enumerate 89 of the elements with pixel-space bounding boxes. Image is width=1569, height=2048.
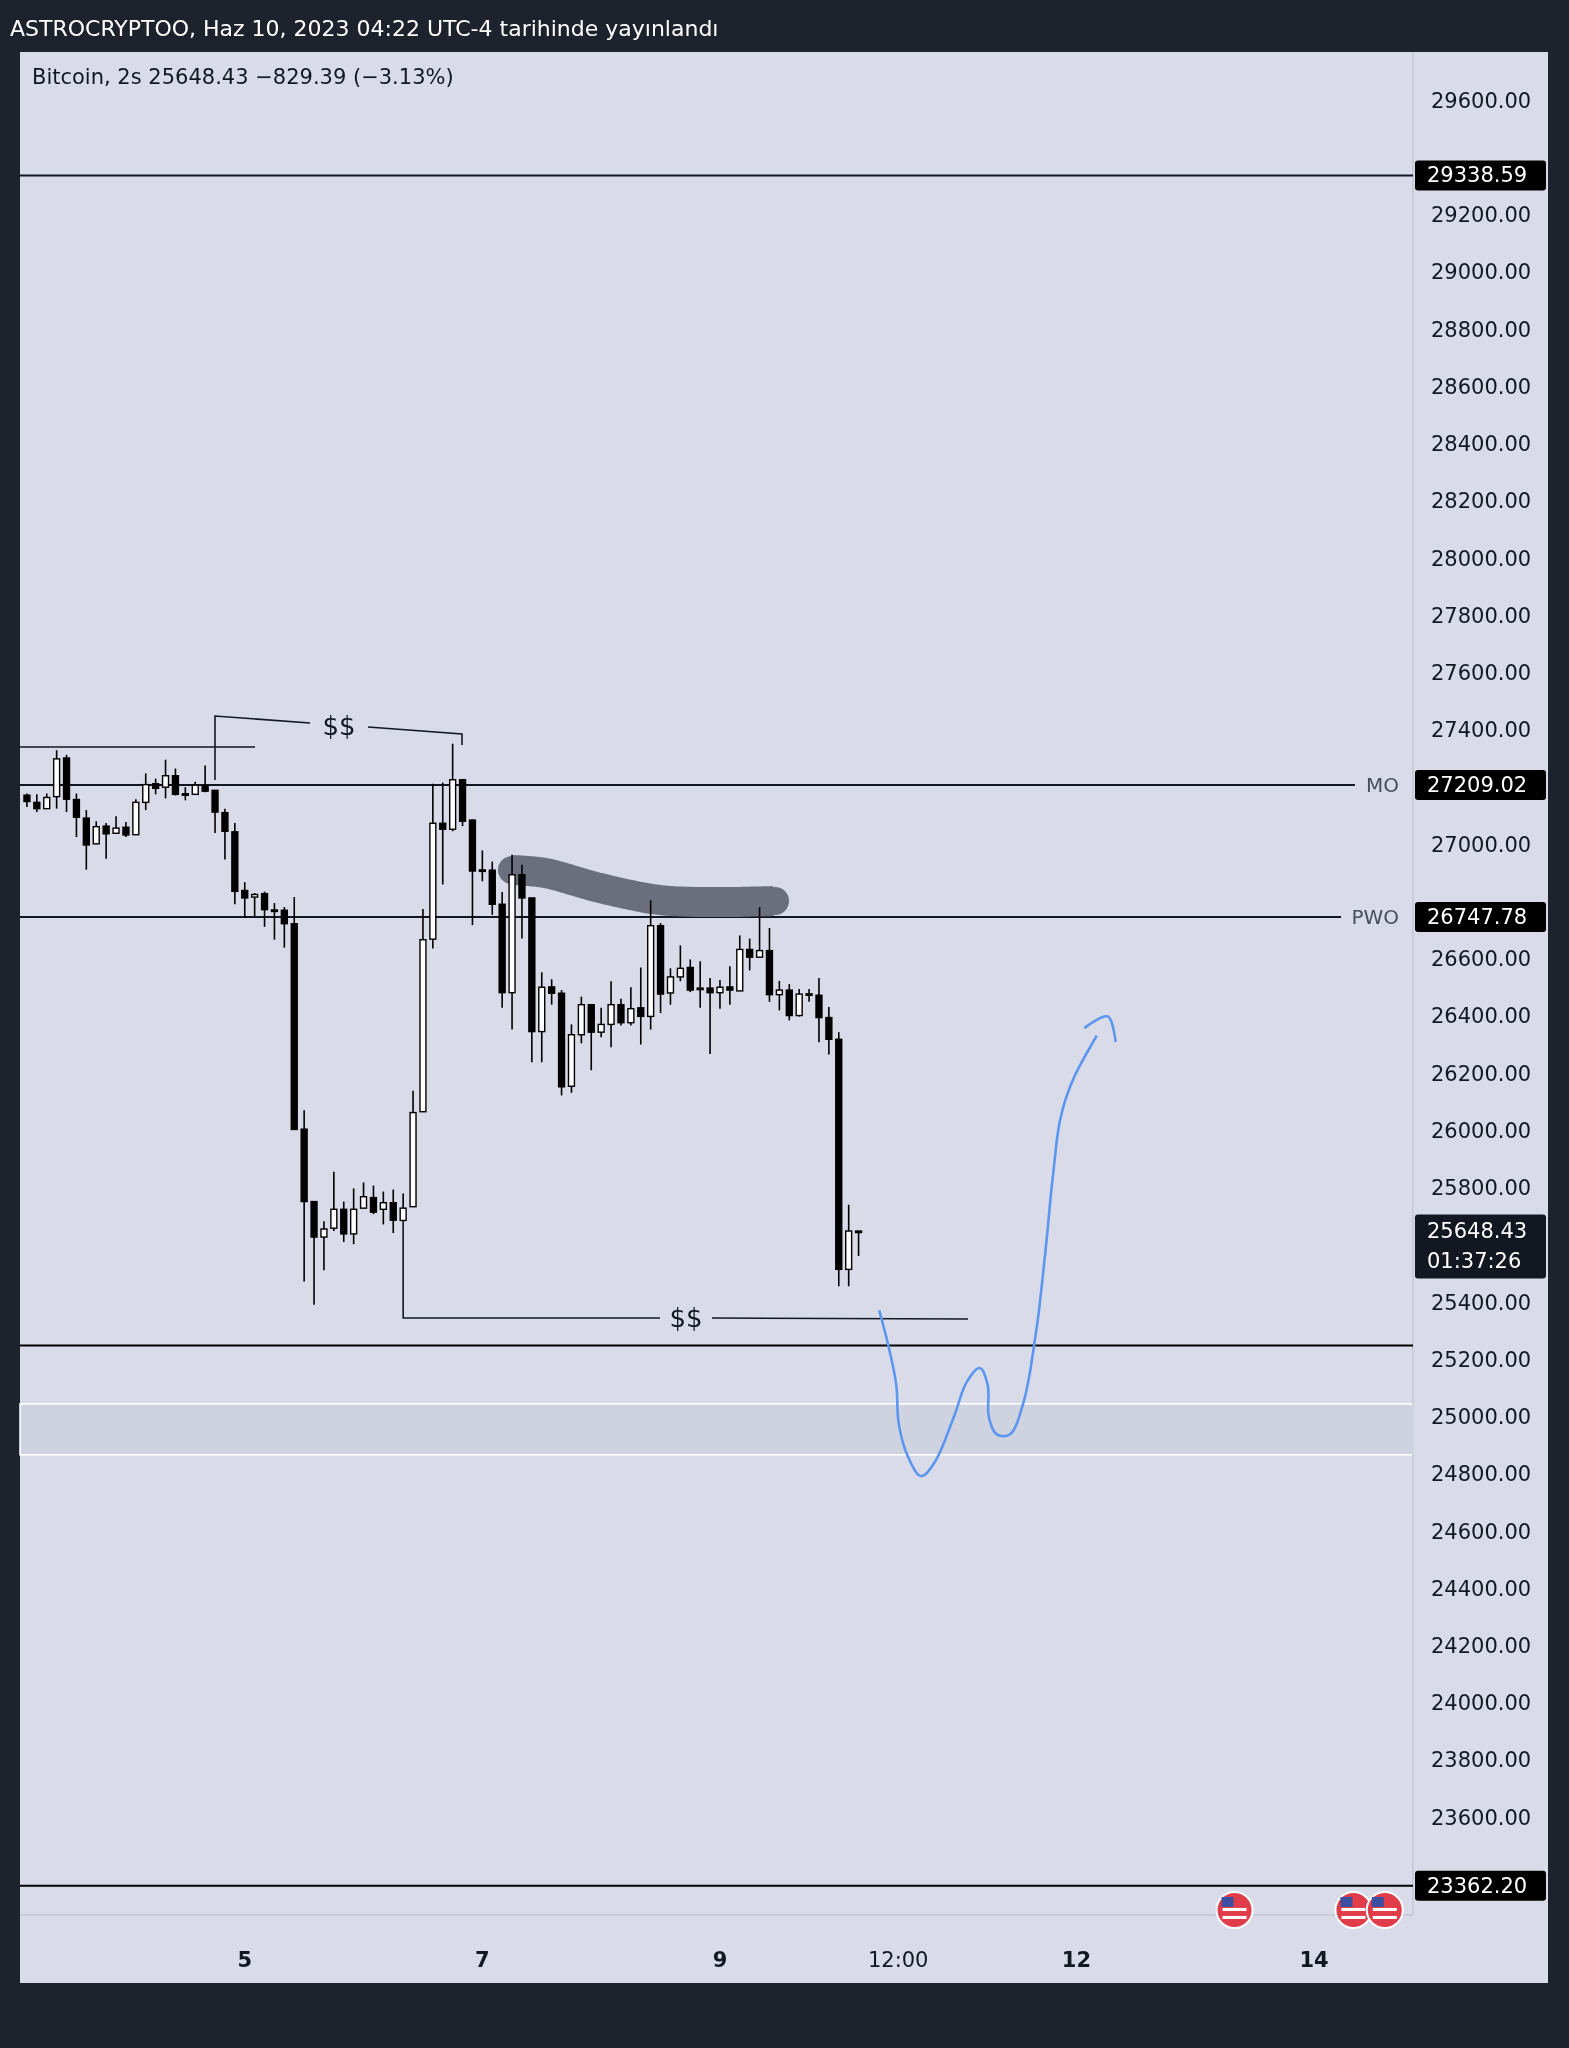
candlestick [211, 789, 219, 834]
annotation: $$ [669, 1303, 703, 1333]
y-tick-label: 23362.20 [1427, 1873, 1528, 1898]
candlestick [815, 977, 823, 1043]
candlestick [547, 978, 556, 1006]
y-tick-label: 27800.00 [1431, 603, 1532, 628]
y-tick-label: 26400.00 [1431, 1004, 1532, 1029]
ref-line-label: MO [1366, 772, 1399, 797]
candlestick [518, 863, 526, 940]
y-tick-label: 27209.02 [1427, 772, 1528, 797]
candlestick [260, 890, 269, 928]
candlestick [221, 807, 229, 861]
candlestick [171, 767, 180, 797]
candlestick [439, 781, 447, 886]
candlestick [330, 1171, 338, 1232]
candlestick [478, 849, 487, 883]
y-tick-label: 24600.00 [1431, 1519, 1532, 1544]
candlestick [854, 1230, 863, 1257]
candlestick [280, 906, 289, 949]
y-tick-label: 24400.00 [1431, 1576, 1532, 1601]
candlestick [201, 764, 209, 794]
x-tick-label: 5 [237, 1948, 253, 1972]
candlestick [270, 902, 279, 941]
y-tick-label: 28800.00 [1431, 317, 1532, 342]
y-tick-label: 25400.00 [1431, 1290, 1532, 1315]
y-tick-label: 25200.00 [1431, 1347, 1532, 1372]
y-tick-label: 26747.78 [1427, 904, 1528, 929]
candlestick [161, 758, 170, 800]
candlestick [637, 966, 645, 1046]
y-tick-label: 28000.00 [1431, 546, 1532, 571]
y-tick-label: 26200.00 [1431, 1061, 1532, 1086]
candlestick [399, 1192, 407, 1222]
candlestick [607, 980, 615, 1049]
y-tick-label: 28400.00 [1431, 432, 1532, 457]
candlestick [359, 1181, 368, 1209]
candlestick [72, 792, 81, 838]
text: Bitcoin, 2s 25648.43 −829.39 (−3.13%) [32, 65, 454, 89]
candlestick [320, 1220, 328, 1272]
candlestick [696, 960, 704, 1009]
x-tick-label: 12:00 [867, 1948, 929, 1972]
annotation: $$ [322, 711, 356, 741]
candlestick [617, 997, 625, 1027]
candlestick [142, 772, 150, 811]
candlestick [676, 944, 685, 983]
y-tick-label: 25000.00 [1431, 1405, 1532, 1430]
y-tick-label: 24000.00 [1431, 1691, 1532, 1716]
y-tick-label: 26600.00 [1431, 947, 1532, 972]
candlestick [102, 822, 110, 860]
y-tick-label: 26000.00 [1431, 1118, 1532, 1143]
candlestick [241, 881, 249, 919]
y-tick-label: 29338.59 [1427, 163, 1528, 188]
y-tick-label: 23600.00 [1431, 1805, 1532, 1830]
candlestick [825, 1006, 833, 1056]
candlestick [389, 1188, 397, 1234]
y-tick-label: 24800.00 [1431, 1462, 1532, 1487]
candlestick [805, 988, 813, 1003]
y-tick-label: 27000.00 [1431, 832, 1532, 857]
candlestick [92, 820, 100, 845]
candlestick [706, 977, 714, 1055]
chart-title: ASTROCRYPTOO, Haz 10, 2023 04:22 UTC-4 tarihinde yayınlandı [10, 16, 719, 41]
candlestick [716, 979, 724, 1010]
candlestick [666, 967, 675, 1006]
candlestick [379, 1190, 388, 1226]
x-tick-label: 12 [1061, 1948, 1091, 1972]
candlestick [369, 1184, 378, 1215]
x-tick-label: 7 [475, 1948, 490, 1972]
candlestick [746, 937, 754, 972]
candlestick [597, 1007, 605, 1039]
candlestick [726, 965, 734, 1006]
y-tick-label: 29600.00 [1431, 88, 1532, 113]
x-tick-label: 9 [712, 1948, 728, 1972]
candlestick [250, 892, 259, 918]
y-tick-label: 28600.00 [1431, 374, 1532, 399]
y-tick-label: 28200.00 [1431, 489, 1532, 514]
ref-line-label: PWO [1351, 904, 1399, 929]
candlestick [755, 906, 764, 958]
y-tick-label: 29000.00 [1431, 260, 1532, 285]
candlestick [686, 958, 694, 993]
y-tick-label: 23800.00 [1431, 1748, 1532, 1773]
y-tick-label: 27400.00 [1431, 718, 1532, 743]
candlestick [795, 988, 803, 1018]
x-tick-label: 14 [1299, 1948, 1329, 1972]
y-tick-label: 25800.00 [1431, 1176, 1532, 1201]
candlestick [775, 980, 784, 1012]
y-tick-label: 29200.00 [1431, 203, 1532, 228]
text: 25648.43 01:37:26 [1427, 1219, 1528, 1274]
y-tick-label: 27600.00 [1431, 661, 1532, 685]
y-tick-label: 24200.00 [1431, 1634, 1532, 1658]
candlestick [627, 986, 635, 1027]
